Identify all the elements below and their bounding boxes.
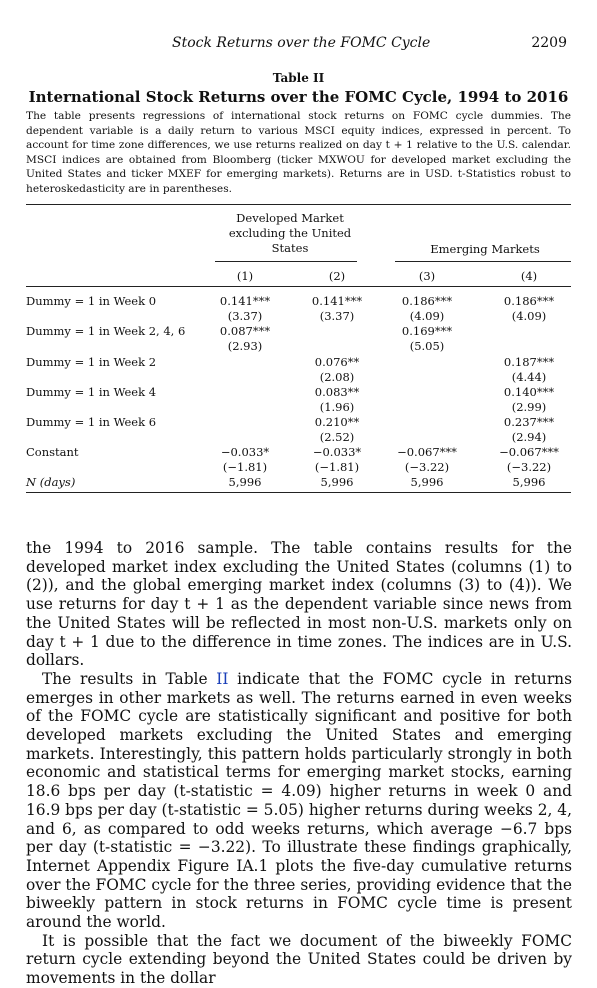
coef: 0.076**: [314, 355, 360, 369]
tstat: (1.96): [319, 400, 355, 414]
tstat: (4.09): [409, 309, 445, 323]
table-title: International Stock Returns over the FOM…: [28, 88, 569, 106]
row-label-constant: Constant: [26, 445, 79, 459]
cell-week0-col2: 0.141*** (3.37): [297, 294, 377, 324]
group2-rule: [395, 261, 571, 262]
tstat: (5.05): [409, 339, 445, 353]
cell-week2-col4: 0.187*** (4.44): [489, 355, 569, 385]
coef: 0.187***: [503, 355, 555, 369]
column-header-3: (3): [418, 269, 436, 283]
coef: 0.087***: [219, 324, 271, 338]
cell-n-col3: 5,996: [410, 475, 444, 489]
cell-week246-col1: 0.087*** (2.93): [205, 324, 285, 354]
page-number: 2209: [531, 35, 567, 51]
cell-week6-col2: 0.210** (2.52): [297, 415, 377, 445]
coef: 0.140***: [503, 385, 555, 399]
tstat: (−3.22): [506, 460, 552, 474]
row-label-n-text: N (days): [26, 475, 76, 489]
row-label-week6: Dummy = 1 in Week 6: [26, 415, 157, 429]
coef: 0.141***: [219, 294, 271, 308]
row-label-week2: Dummy = 1 in Week 2: [26, 355, 157, 369]
cell-week246-col3: 0.169*** (5.05): [387, 324, 467, 354]
coef: 0.186***: [401, 294, 453, 308]
row-label-week0: Dummy = 1 in Week 0: [26, 294, 157, 308]
cell-week0-col1: 0.141*** (3.37): [205, 294, 285, 324]
tstat: (−1.81): [314, 460, 360, 474]
tstat: (4.44): [511, 370, 547, 384]
column-header-1: (1): [236, 269, 254, 283]
column-header-2: (2): [328, 269, 346, 283]
tstat: (4.09): [511, 309, 547, 323]
column-group-developed: Developed Market excluding the United St…: [205, 211, 375, 256]
row-label-n: N (days): [26, 475, 75, 489]
paragraph-3: It is possible that the fact we document…: [26, 931, 572, 988]
p2-text-a: The results in Table: [42, 669, 217, 688]
table-bottom-rule: [26, 492, 571, 493]
tstat: (3.37): [319, 309, 355, 323]
table-top-rule: [26, 204, 571, 205]
group1-rule: [215, 261, 357, 262]
cell-constant-col2: −0.033* (−1.81): [297, 445, 377, 475]
paper-page: Stock Returns over the FOMC Cycle 2209 T…: [0, 35, 597, 987]
body-text: the 1994 to 2016 sample. The table conta…: [26, 539, 572, 988]
coef: −0.067***: [499, 445, 559, 459]
group1-line2: excluding the United: [228, 226, 352, 240]
group1-line3: States: [271, 241, 309, 255]
tstat: (2.08): [319, 370, 355, 384]
cell-week4-col2: 0.083** (1.96): [297, 385, 377, 415]
coef: 0.186***: [503, 294, 555, 308]
coef: −0.067***: [397, 445, 457, 459]
coef: 0.169***: [401, 324, 453, 338]
column-group-emerging: Emerging Markets: [430, 242, 540, 256]
cell-week6-col4: 0.237*** (2.94): [489, 415, 569, 445]
table-label: Table II: [272, 71, 325, 85]
tstat: (2.94): [511, 430, 547, 444]
tstat: (3.37): [227, 309, 263, 323]
cell-week4-col4: 0.140*** (2.99): [489, 385, 569, 415]
tstat: (−3.22): [404, 460, 450, 474]
p2-text-b: indicate that the FOMC cycle in returns …: [26, 669, 572, 932]
table-caption: The table presents regressions of intern…: [26, 110, 571, 195]
cell-constant-col1: −0.033* (−1.81): [205, 445, 285, 475]
paragraph-2: The results in Table II indicate that th…: [26, 670, 572, 932]
paragraph-1: the 1994 to 2016 sample. The table conta…: [26, 539, 572, 670]
cell-week0-col3: 0.186*** (4.09): [387, 294, 467, 324]
tstat: (−1.81): [222, 460, 268, 474]
running-head-title: Stock Returns over the FOMC Cycle: [172, 35, 431, 51]
coef: 0.237***: [503, 415, 555, 429]
cell-n-col1: 5,996: [228, 475, 262, 489]
running-head: Stock Returns over the FOMC Cycle 2209: [0, 35, 597, 55]
coef: −0.033*: [220, 445, 270, 459]
group1-line1: Developed Market: [236, 211, 344, 225]
cell-n-col4: 5,996: [512, 475, 546, 489]
cell-constant-col4: −0.067*** (−3.22): [489, 445, 569, 475]
column-header-4: (4): [520, 269, 538, 283]
coef: −0.033*: [312, 445, 362, 459]
tstat: (2.93): [227, 339, 263, 353]
cell-week2-col2: 0.076** (2.08): [297, 355, 377, 385]
row-label-week246: Dummy = 1 in Week 2, 4, 6: [26, 324, 186, 338]
coef: 0.210**: [314, 415, 360, 429]
tstat: (2.52): [319, 430, 355, 444]
coef: 0.083**: [314, 385, 360, 399]
table-ref-link[interactable]: II: [216, 669, 229, 688]
tstat: (2.99): [511, 400, 547, 414]
cell-constant-col3: −0.067*** (−3.22): [387, 445, 467, 475]
cell-week0-col4: 0.186*** (4.09): [489, 294, 569, 324]
row-label-week4: Dummy = 1 in Week 4: [26, 385, 157, 399]
table-header-rule: [26, 286, 571, 287]
coef: 0.141***: [311, 294, 363, 308]
cell-n-col2: 5,996: [320, 475, 354, 489]
